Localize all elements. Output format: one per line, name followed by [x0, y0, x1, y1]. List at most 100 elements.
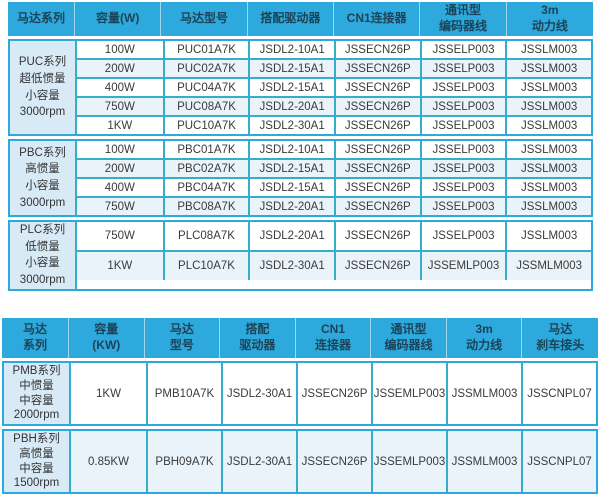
series-label-line: 高惯量 — [19, 447, 54, 460]
table-cell: JSSECN26P — [333, 79, 420, 96]
table-cell: PUC01A7K — [162, 41, 249, 58]
column-header: 马达 刹车接头 — [536, 322, 585, 352]
table-cell: JSSECN26P — [333, 160, 420, 177]
series-label-line: 中惯量 — [19, 379, 54, 392]
series-label-line: 中容量 — [19, 462, 54, 475]
table-cell: JSSELP003 — [419, 79, 506, 96]
table-header-row: 马达 系列 容量 (KW) 马达 型号 搭配 驱动器 CN1 连接器 通讯型 编码器线 3m… — [2, 318, 598, 358]
table-cell: JSDL2-30A1 — [221, 363, 296, 424]
series-label-line: 超低惯量 — [19, 72, 66, 85]
column-header: 通讯型 编码器线 — [371, 318, 447, 358]
table-cell: PLC08A7K — [162, 222, 249, 250]
table-cell: JSSELP003 — [419, 222, 506, 250]
table-cell: JSSELP003 — [419, 60, 506, 77]
column-header: 3m 动力线 — [447, 318, 523, 358]
series-label-line: PLC系列 — [19, 224, 66, 236]
table-cell: JSSELP003 — [419, 198, 506, 215]
series-label-line: PBC系列 — [19, 146, 66, 159]
table-cell: JSSLM003 — [505, 141, 591, 158]
table-cell: PBC02A7K — [162, 160, 249, 177]
table-row: 1KW PUC10A7K JSDL2-30A1 JSSECN26P JSSELP003 J… — [77, 115, 591, 134]
table-cell: JSSELP003 — [419, 141, 506, 158]
series-group: PBH系列高惯量中容量 1500rpm 0.85KW PBH09A7K JSDL2-30… — [2, 429, 598, 494]
table-row: 100W PBC01A7K JSDL2-10A1 JSSECN26P JSSELP003… — [77, 141, 591, 158]
table-cell: JSSECN26P — [296, 431, 371, 492]
table-row: 100W PUC01A7K JSDL2-10A1 JSSECN26P JSSELP003… — [77, 41, 591, 58]
column-header: CN1 连接器 — [296, 318, 372, 358]
table-cell: 200W — [104, 162, 135, 175]
table-cell: JSSEMLP003 — [371, 363, 446, 424]
table-cell: PBC01A7K — [162, 141, 249, 158]
table-row: 1KW PMB10A7K JSDL2-30A1 JSSECN26P JSSEMLP003… — [71, 363, 596, 424]
table-cell: 750W — [104, 200, 135, 213]
table-cell: JSSLM003 — [505, 179, 591, 196]
table-row: 750W PLC08A7K JSDL2-20A1 JSSECN26P JSSELP003… — [77, 222, 591, 250]
series-label-cell: PBC系列 高惯量 小容量 3000rpm — [10, 141, 77, 215]
series-label-line: 小容量 — [25, 257, 60, 270]
table-cell: JSSECN26P — [333, 179, 420, 196]
series-label-cell: PUC系列 超低惯量 小容量 3000rpm — [10, 41, 77, 134]
table-cell: JSSECN26P — [333, 141, 420, 158]
table-header-row: 马达系列 容量(W) 马达型号 搭配驱动器 CN1连接器 通讯型 编码器线 3m 动力线 — [8, 2, 593, 36]
table-cell: 100W — [104, 43, 135, 56]
table-cell: JSSLM003 — [505, 98, 591, 115]
series-group: PBC系列 高惯量 小容量 3000rpm 100W PBC01A7K JSDL2-10A1… — [8, 139, 593, 217]
table-cell: JSSECN26P — [333, 98, 420, 115]
table-cell: JSSLM003 — [505, 41, 591, 58]
column-header: 3m 动力线 — [531, 3, 568, 33]
table-cell: JSSECN26P — [296, 363, 371, 424]
column-header: 容量(W) — [75, 2, 162, 36]
table-cell: PUC04A7K — [162, 79, 249, 96]
table-cell: JSSMLM003 — [446, 363, 521, 424]
column-header: 搭配 驱动器 — [220, 318, 296, 358]
series-label-line: 小容量 — [25, 89, 60, 102]
series-label-line: 低惯量 — [25, 240, 60, 253]
series-label-line: PMB系列 — [12, 364, 61, 377]
table-cell: 200W — [104, 62, 135, 75]
series-label-line: 3000rpm — [19, 196, 66, 209]
series-label-line: 1500rpm — [13, 477, 60, 490]
table-cell: 1KW — [107, 119, 133, 132]
table-cell: JSDL2-10A1 — [248, 141, 334, 158]
group-rows: 100W PUC01A7K JSDL2-10A1 JSSECN26P JSSELP003… — [77, 41, 591, 134]
table-cell: JSSELP003 — [419, 117, 506, 134]
table-row: 400W PUC04A7K JSDL2-15A1 JSSECN26P JSSELP003… — [77, 77, 591, 96]
table-cell: PLC10A7K — [162, 252, 249, 280]
series-label-cell: PLC系列 低惯量 小容量 3000rpm — [10, 222, 77, 289]
table-cell: JSDL2-20A1 — [248, 222, 334, 250]
series-label-line: 高惯量 — [25, 163, 60, 176]
group-rows: 1KW PMB10A7K JSDL2-30A1 JSSECN26P JSSEMLP003… — [71, 363, 596, 424]
table-cell: PMB10A7K — [146, 363, 221, 424]
table-cell: JSDL2-15A1 — [248, 79, 334, 96]
table-cell: 400W — [104, 81, 135, 94]
series-label-cell: PBH系列高惯量中容量 1500rpm — [4, 431, 71, 492]
series-label-line: PBH系列 — [13, 432, 60, 445]
table-cell: JSSEMLP003 — [371, 431, 446, 492]
table-row: 400W PBC04A7K JSDL2-15A1 JSSECN26P JSSELP003… — [77, 177, 591, 196]
table-cell: PUC02A7K — [162, 60, 249, 77]
series-label-line: 3000rpm — [19, 106, 66, 119]
series-label-cell: PMB系列 中惯量 中容量 2000rpm — [4, 363, 71, 424]
table-cell: 0.85KW — [88, 455, 129, 468]
table-cell: JSDL2-30A1 — [221, 431, 296, 492]
table-row: 200W PUC02A7K JSDL2-15A1 JSSECN26P JSSELP003… — [77, 58, 591, 77]
table-cell: JSSELP003 — [419, 179, 506, 196]
series-group: PLC系列 低惯量 小容量 3000rpm 750W PLC08A7K JSDL2-20A1… — [8, 220, 593, 291]
table-cell: JSSLM003 — [505, 198, 591, 215]
table-cell: JSDL2-10A1 — [248, 41, 334, 58]
group-rows: 750W PLC08A7K JSDL2-20A1 JSSECN26P JSSELP003… — [77, 222, 591, 289]
table-cell: JSSECN26P — [333, 252, 420, 280]
table-row: 200W PBC02A7K JSDL2-15A1 JSSECN26P JSSELP003… — [77, 158, 591, 177]
table-cell: JSSMLM003 — [446, 431, 521, 492]
table-cell: JSSECN26P — [333, 60, 420, 77]
table-row: 0.85KW PBH09A7K JSDL2-30A1 JSSECN26P JSSEMLP… — [71, 431, 596, 492]
table-cell: JSSECN26P — [333, 41, 420, 58]
series-group: PMB系列 中惯量 中容量 2000rpm 1KW PMB10A7K JSDL2-30A1 J… — [2, 361, 598, 426]
column-header: 容量 (KW) — [69, 318, 145, 358]
table-row: 1KW PLC10A7K JSDL2-30A1 JSSECN26P JSSEMLP003… — [77, 250, 591, 280]
table-cell: 1KW — [107, 260, 133, 272]
table-cell: JSDL2-15A1 — [248, 60, 334, 77]
table-cell: 750W — [104, 230, 135, 242]
table-cell: JSDL2-20A1 — [248, 198, 334, 215]
table-cell: JSSELP003 — [419, 160, 506, 177]
